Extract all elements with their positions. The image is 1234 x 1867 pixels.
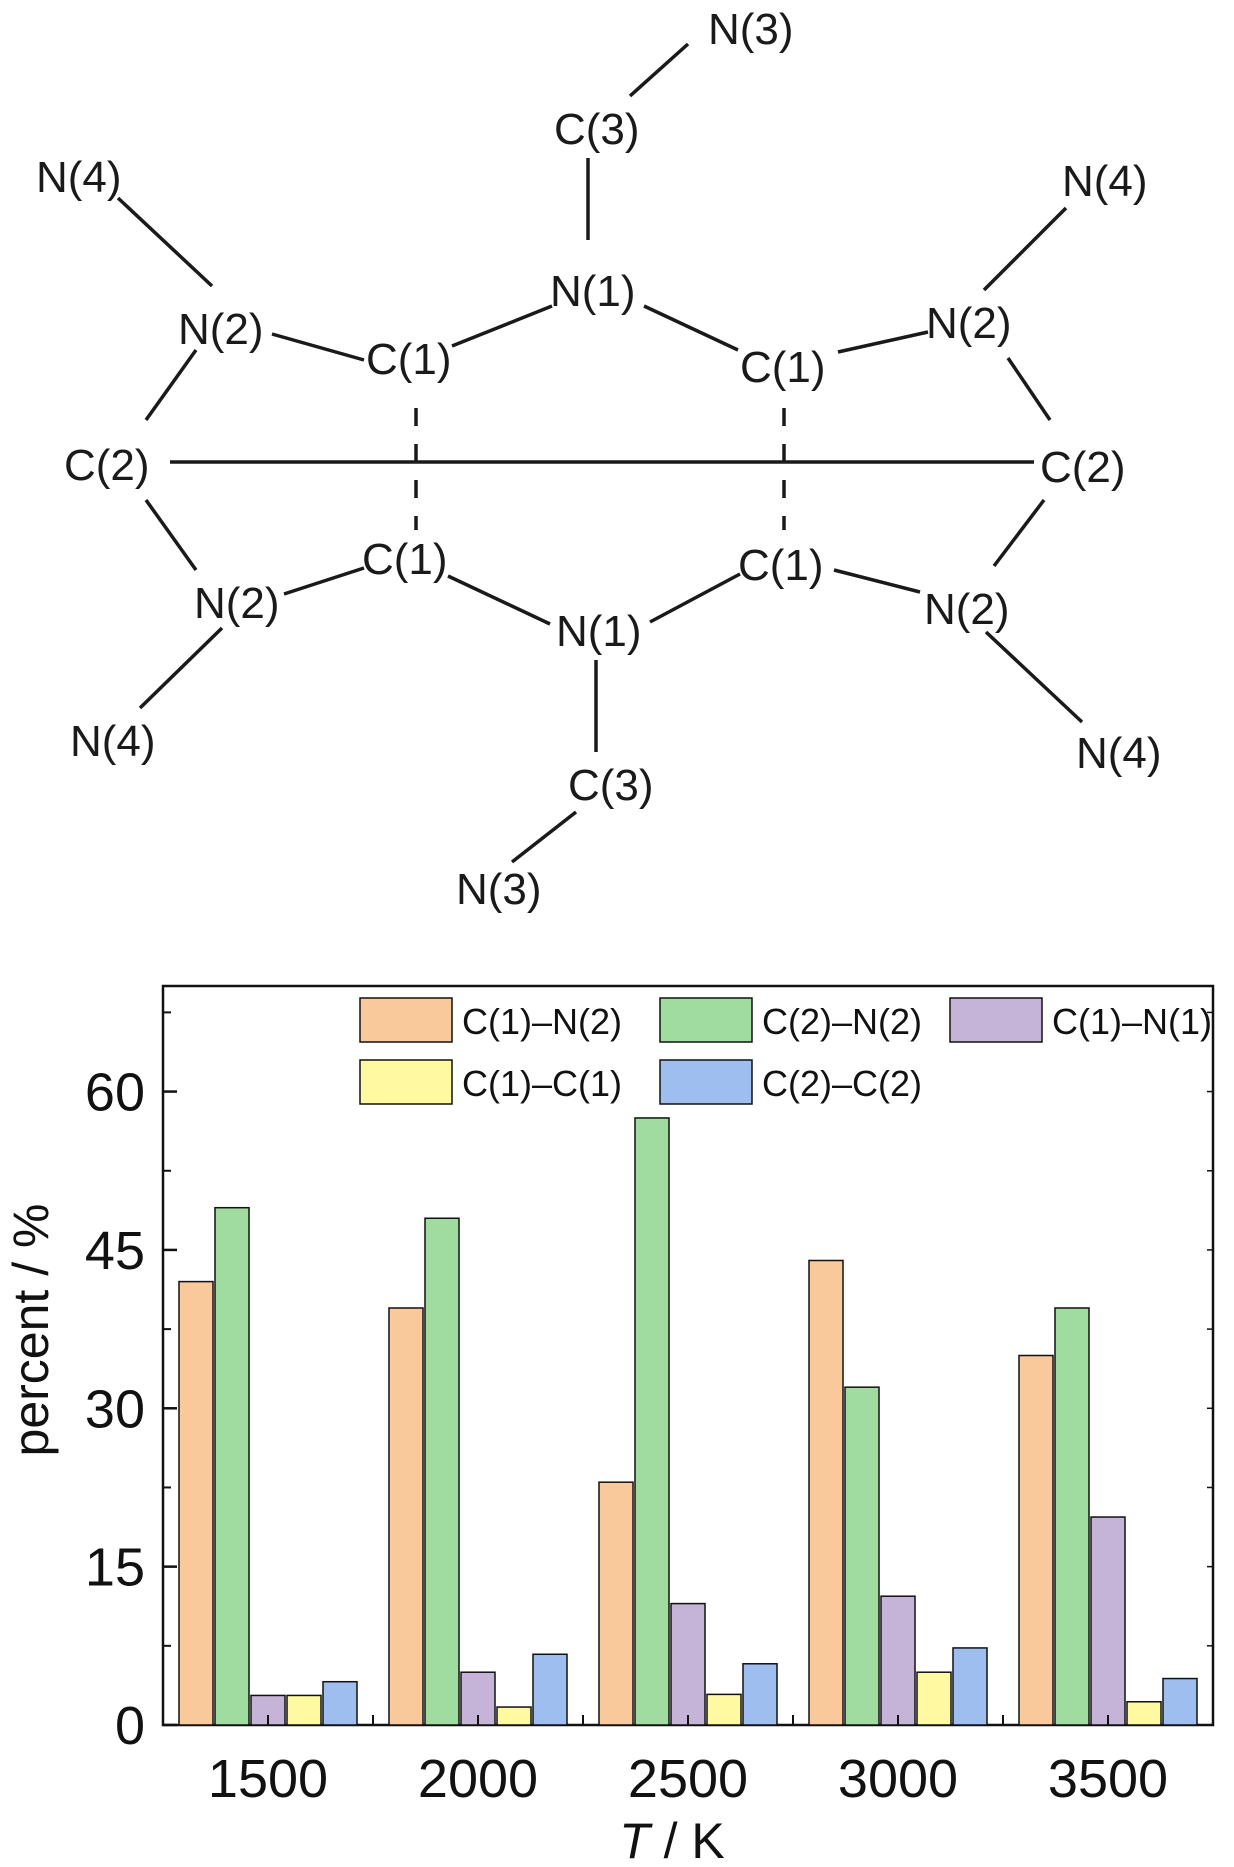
bond-n3-c3-top bbox=[628, 42, 690, 98]
bar-2000-series-5 bbox=[532, 1653, 568, 1726]
scheme-bonds bbox=[116, 42, 1084, 864]
legend-label-4: C(1)–C(1) bbox=[462, 1063, 622, 1104]
y-tick-label-60: 60 bbox=[85, 1063, 145, 1123]
y-tick-label-45: 45 bbox=[85, 1221, 145, 1281]
atom-n2-bl: N(2) bbox=[194, 579, 280, 628]
legend-swatch-1 bbox=[359, 997, 453, 1043]
atom-n2-br: N(2) bbox=[924, 585, 1010, 634]
atom-n2-tr: N(2) bbox=[926, 299, 1012, 348]
atom-n2-tl: N(2) bbox=[178, 305, 264, 354]
axes: 0 15 30 45 60 1500 2000 2500 3000 3500 bbox=[85, 1011, 1213, 1809]
legend-label-5: C(2)–C(2) bbox=[762, 1063, 922, 1104]
x-tick-label-2000: 2000 bbox=[418, 1749, 538, 1809]
bond-n2-n4-bl bbox=[138, 626, 224, 710]
legend-label-2: C(2)–N(2) bbox=[762, 1001, 922, 1042]
scheme-atoms: N(3) C(3) N(1) N(4) N(2) C(1) C(1) N(2) … bbox=[36, 5, 1162, 914]
legend: C(1)–N(2) C(2)–N(2) C(1)–N(1) C(1)–C(1) C(2)… bbox=[359, 997, 1212, 1105]
bar-3000-series-4 bbox=[916, 1671, 952, 1726]
bond-n2-n4-br bbox=[984, 630, 1084, 724]
atom-c3-top: C(3) bbox=[554, 105, 640, 154]
atom-n4-tl: N(4) bbox=[36, 153, 122, 202]
atom-n4-bl: N(4) bbox=[70, 717, 156, 766]
atom-c2-left: C(2) bbox=[64, 441, 150, 490]
bond-c1-n1-bl bbox=[447, 574, 551, 626]
atom-c1-bl: C(1) bbox=[362, 535, 448, 584]
atom-n4-tr: N(4) bbox=[1062, 157, 1148, 206]
bars bbox=[178, 1117, 1198, 1726]
bar-2500-series-2 bbox=[634, 1117, 670, 1726]
atom-n3-bot: N(3) bbox=[456, 865, 542, 914]
atom-c2-right: C(2) bbox=[1040, 443, 1126, 492]
atom-n4-br: N(4) bbox=[1076, 729, 1162, 778]
bond-n2-c2-tr bbox=[1006, 357, 1052, 421]
bar-2000-series-1 bbox=[388, 1307, 424, 1726]
bond-n2-c1-tl bbox=[271, 332, 365, 362]
bond-c2-n2-br bbox=[992, 498, 1046, 568]
bar-1500-series-1 bbox=[178, 1280, 214, 1726]
bond-c1-n1-tl bbox=[451, 304, 553, 348]
bar-2000-series-2 bbox=[424, 1217, 460, 1726]
bar-3000-series-5 bbox=[952, 1647, 988, 1726]
atom-n1-top: N(1) bbox=[550, 267, 636, 316]
bar-3000-series-3 bbox=[880, 1595, 916, 1726]
atom-n1-bot: N(1) bbox=[556, 607, 642, 656]
atom-c1-tr: C(1) bbox=[740, 343, 826, 392]
y-tick-label-30: 30 bbox=[85, 1379, 145, 1439]
bar-2000-series-3 bbox=[460, 1671, 496, 1726]
bond-n1-c1-br bbox=[649, 572, 741, 624]
bond-c2-n2-bl bbox=[144, 498, 198, 572]
x-axis-title: T / K bbox=[619, 1813, 725, 1867]
bond-n2-c2-tl bbox=[144, 348, 198, 422]
bar-3500-series-4 bbox=[1126, 1701, 1162, 1726]
legend-swatch-3 bbox=[949, 997, 1043, 1043]
atom-n3-top: N(3) bbox=[708, 5, 794, 54]
bar-1500-series-5 bbox=[322, 1680, 358, 1726]
bar-3500-series-3 bbox=[1090, 1516, 1126, 1726]
bar-3500-series-2 bbox=[1054, 1307, 1090, 1726]
x-tick-label-3000: 3000 bbox=[838, 1749, 958, 1809]
bond-n4-n2-tl bbox=[116, 196, 214, 288]
bar-2500-series-5 bbox=[742, 1663, 778, 1726]
bar-2000-series-4 bbox=[496, 1706, 532, 1726]
bar-3500-series-1 bbox=[1018, 1354, 1054, 1726]
bar-1500-series-4 bbox=[286, 1694, 322, 1726]
bar-3000-series-1 bbox=[808, 1259, 844, 1726]
legend-label-1: C(1)–N(2) bbox=[462, 1001, 622, 1042]
bond-c1-n2-br bbox=[833, 568, 921, 594]
y-axis-title: percent / % bbox=[3, 1204, 59, 1457]
legend-swatch-5 bbox=[659, 1059, 753, 1105]
y-tick-label-0: 0 bbox=[115, 1696, 145, 1756]
bond-c3-n3-bot bbox=[510, 810, 578, 864]
x-tick-label-1500: 1500 bbox=[208, 1749, 328, 1809]
bond-n1-c1-tr bbox=[643, 304, 739, 352]
x-tick-label-2500: 2500 bbox=[628, 1749, 748, 1809]
legend-swatch-2 bbox=[659, 997, 753, 1043]
bar-3000-series-2 bbox=[844, 1386, 880, 1726]
bond-n2-c1-bl bbox=[283, 566, 365, 596]
y-tick-label-15: 15 bbox=[85, 1538, 145, 1598]
legend-label-3: C(1)–N(1) bbox=[1052, 1001, 1212, 1042]
atom-c3-bot: C(3) bbox=[568, 761, 654, 810]
molecular-scheme: N(3) C(3) N(1) N(4) N(2) C(1) C(1) N(2) … bbox=[36, 5, 1162, 914]
bar-2500-series-4 bbox=[706, 1693, 742, 1726]
bar-2500-series-3 bbox=[670, 1602, 706, 1726]
bar-2500-series-1 bbox=[598, 1481, 634, 1726]
x-tick-label-3500: 3500 bbox=[1048, 1749, 1168, 1809]
atom-c1-tl: C(1) bbox=[366, 335, 452, 384]
legend-swatch-4 bbox=[359, 1059, 453, 1105]
bar-3500-series-5 bbox=[1162, 1677, 1198, 1726]
bond-n2-n4-tr bbox=[982, 206, 1068, 292]
bar-1500-series-2 bbox=[214, 1206, 250, 1726]
atom-c1-br: C(1) bbox=[738, 541, 824, 590]
bond-c1-n2-tr bbox=[837, 330, 929, 354]
